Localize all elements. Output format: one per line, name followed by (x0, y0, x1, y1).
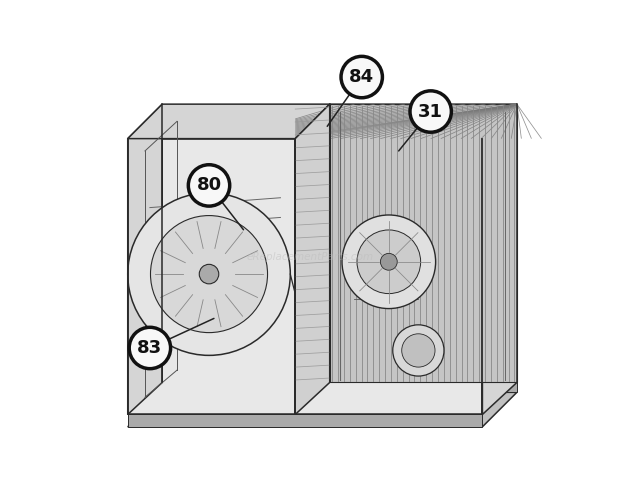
Text: 83: 83 (138, 339, 162, 357)
Circle shape (410, 91, 451, 132)
Circle shape (402, 334, 435, 367)
Text: eReplacementParts.com: eReplacementParts.com (246, 252, 374, 262)
Polygon shape (128, 104, 330, 139)
Text: 84: 84 (349, 68, 374, 86)
Polygon shape (128, 104, 162, 414)
Text: 80: 80 (197, 176, 221, 195)
Circle shape (357, 230, 420, 293)
Circle shape (392, 325, 444, 376)
Circle shape (199, 264, 219, 284)
Polygon shape (128, 414, 482, 427)
Circle shape (151, 215, 268, 332)
Polygon shape (128, 392, 517, 427)
Polygon shape (162, 382, 517, 392)
Circle shape (381, 253, 397, 270)
Text: 31: 31 (418, 103, 443, 121)
Polygon shape (295, 104, 330, 414)
Circle shape (128, 193, 290, 355)
Circle shape (342, 215, 436, 309)
Polygon shape (295, 139, 482, 414)
Polygon shape (128, 139, 295, 414)
Circle shape (129, 328, 171, 369)
Circle shape (341, 56, 383, 98)
Polygon shape (295, 104, 517, 139)
Polygon shape (330, 104, 517, 382)
Circle shape (188, 165, 229, 206)
Polygon shape (482, 104, 517, 414)
